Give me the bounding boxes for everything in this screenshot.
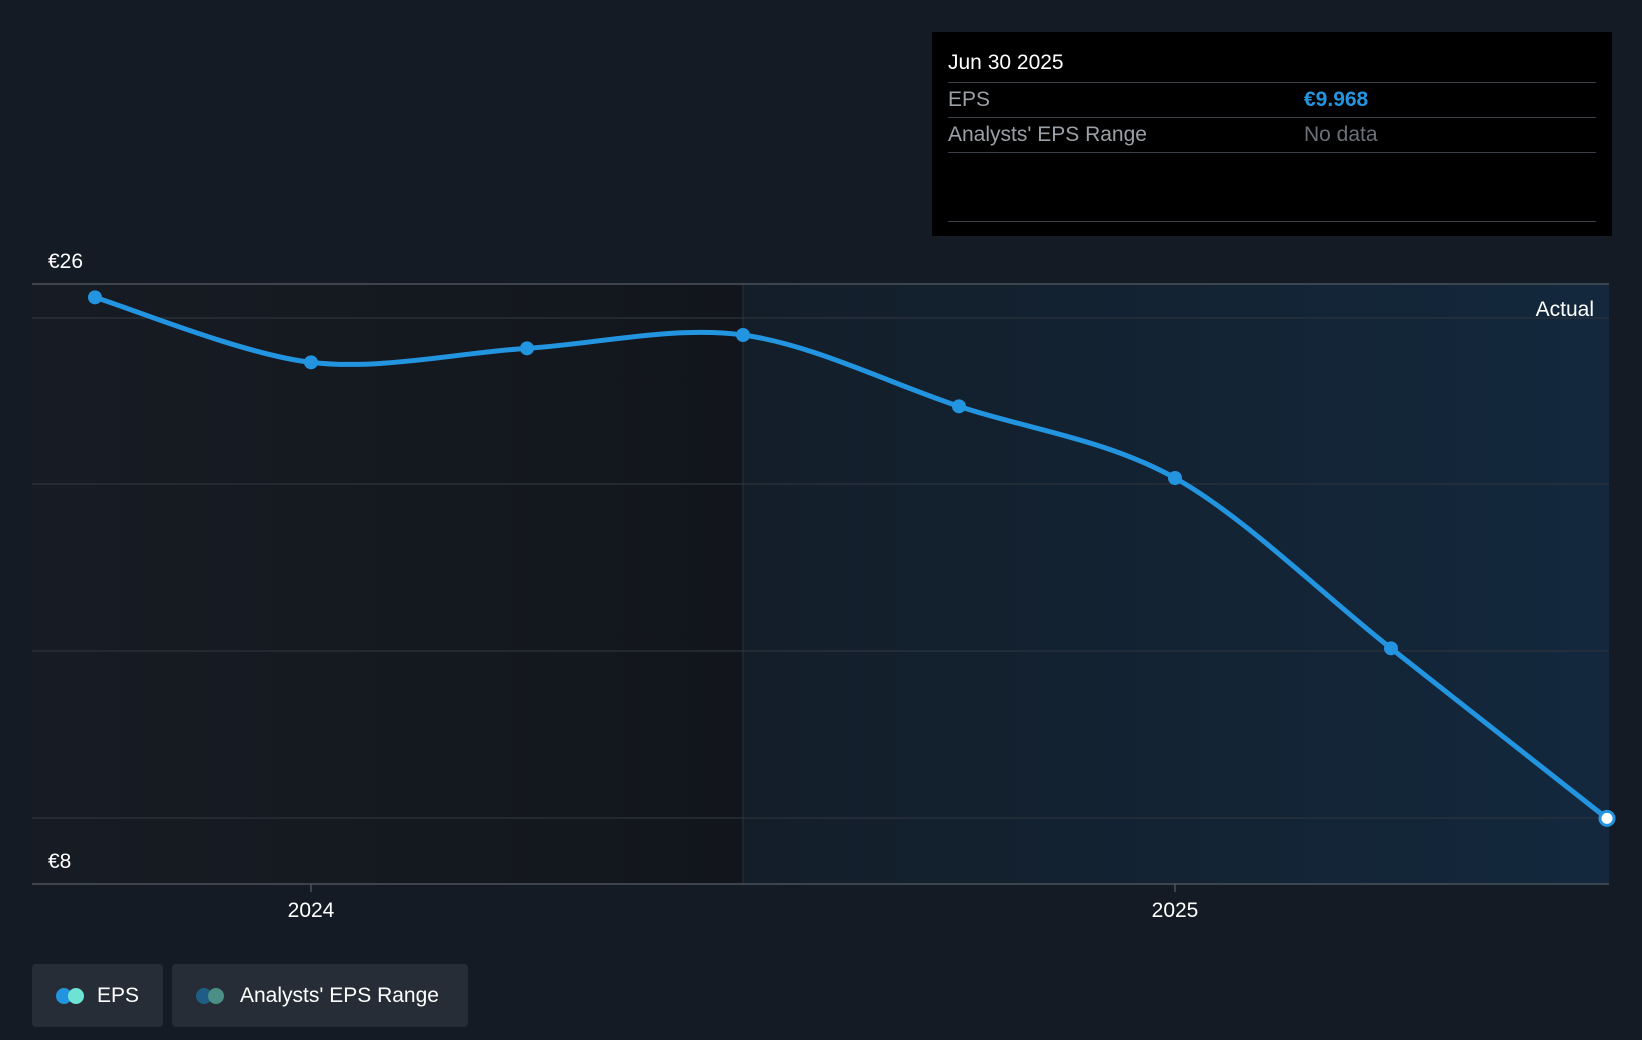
eps-point[interactable] xyxy=(520,341,534,356)
tooltip-eps-value: €9.968 xyxy=(1304,88,1369,111)
tooltip-eps-row: EPS €9.968 xyxy=(948,83,1596,118)
legend-eps-label: EPS xyxy=(96,983,139,1007)
tooltip-range-row: Analysts' EPS Range No data xyxy=(948,118,1596,153)
x-tick-label: 2025 xyxy=(1152,899,1199,922)
eps-series-line xyxy=(92,294,1610,821)
eps-legend-icon xyxy=(56,987,84,1004)
eps-tooltip: Jun 30 2025 EPS €9.968 Analysts' EPS Ran… xyxy=(932,32,1612,236)
tooltip-spacer xyxy=(948,153,1596,222)
eps-point[interactable] xyxy=(1384,641,1398,656)
y-axis-top-label: €26 xyxy=(48,250,83,273)
tooltip-range-label: Analysts' EPS Range xyxy=(948,123,1147,146)
eps-point-highlighted[interactable] xyxy=(1598,809,1616,827)
actual-region-label: Actual xyxy=(1536,298,1594,321)
legend-eps-button[interactable]: EPS xyxy=(32,964,163,1027)
tooltip-range-value: No data xyxy=(1304,123,1378,146)
x-tick-label: 2024 xyxy=(288,899,335,922)
legend-range-button[interactable]: Analysts' EPS Range xyxy=(172,964,468,1027)
range-dot-icon xyxy=(208,987,224,1004)
legend-range-label: Analysts' EPS Range xyxy=(240,983,439,1007)
eps-point[interactable] xyxy=(736,328,750,342)
past-region xyxy=(32,284,743,884)
eps-dot-icon xyxy=(68,987,84,1004)
range-legend-icon xyxy=(196,987,226,1004)
eps-point[interactable] xyxy=(88,290,102,305)
actual-region xyxy=(743,284,1609,884)
tooltip-date: Jun 30 2025 xyxy=(948,32,1596,83)
tooltip-eps-label: EPS xyxy=(948,88,991,111)
y-axis-bottom-label: €8 xyxy=(48,850,71,873)
eps-point[interactable] xyxy=(952,399,966,414)
eps-point[interactable] xyxy=(304,355,318,370)
eps-point[interactable] xyxy=(1168,471,1182,485)
